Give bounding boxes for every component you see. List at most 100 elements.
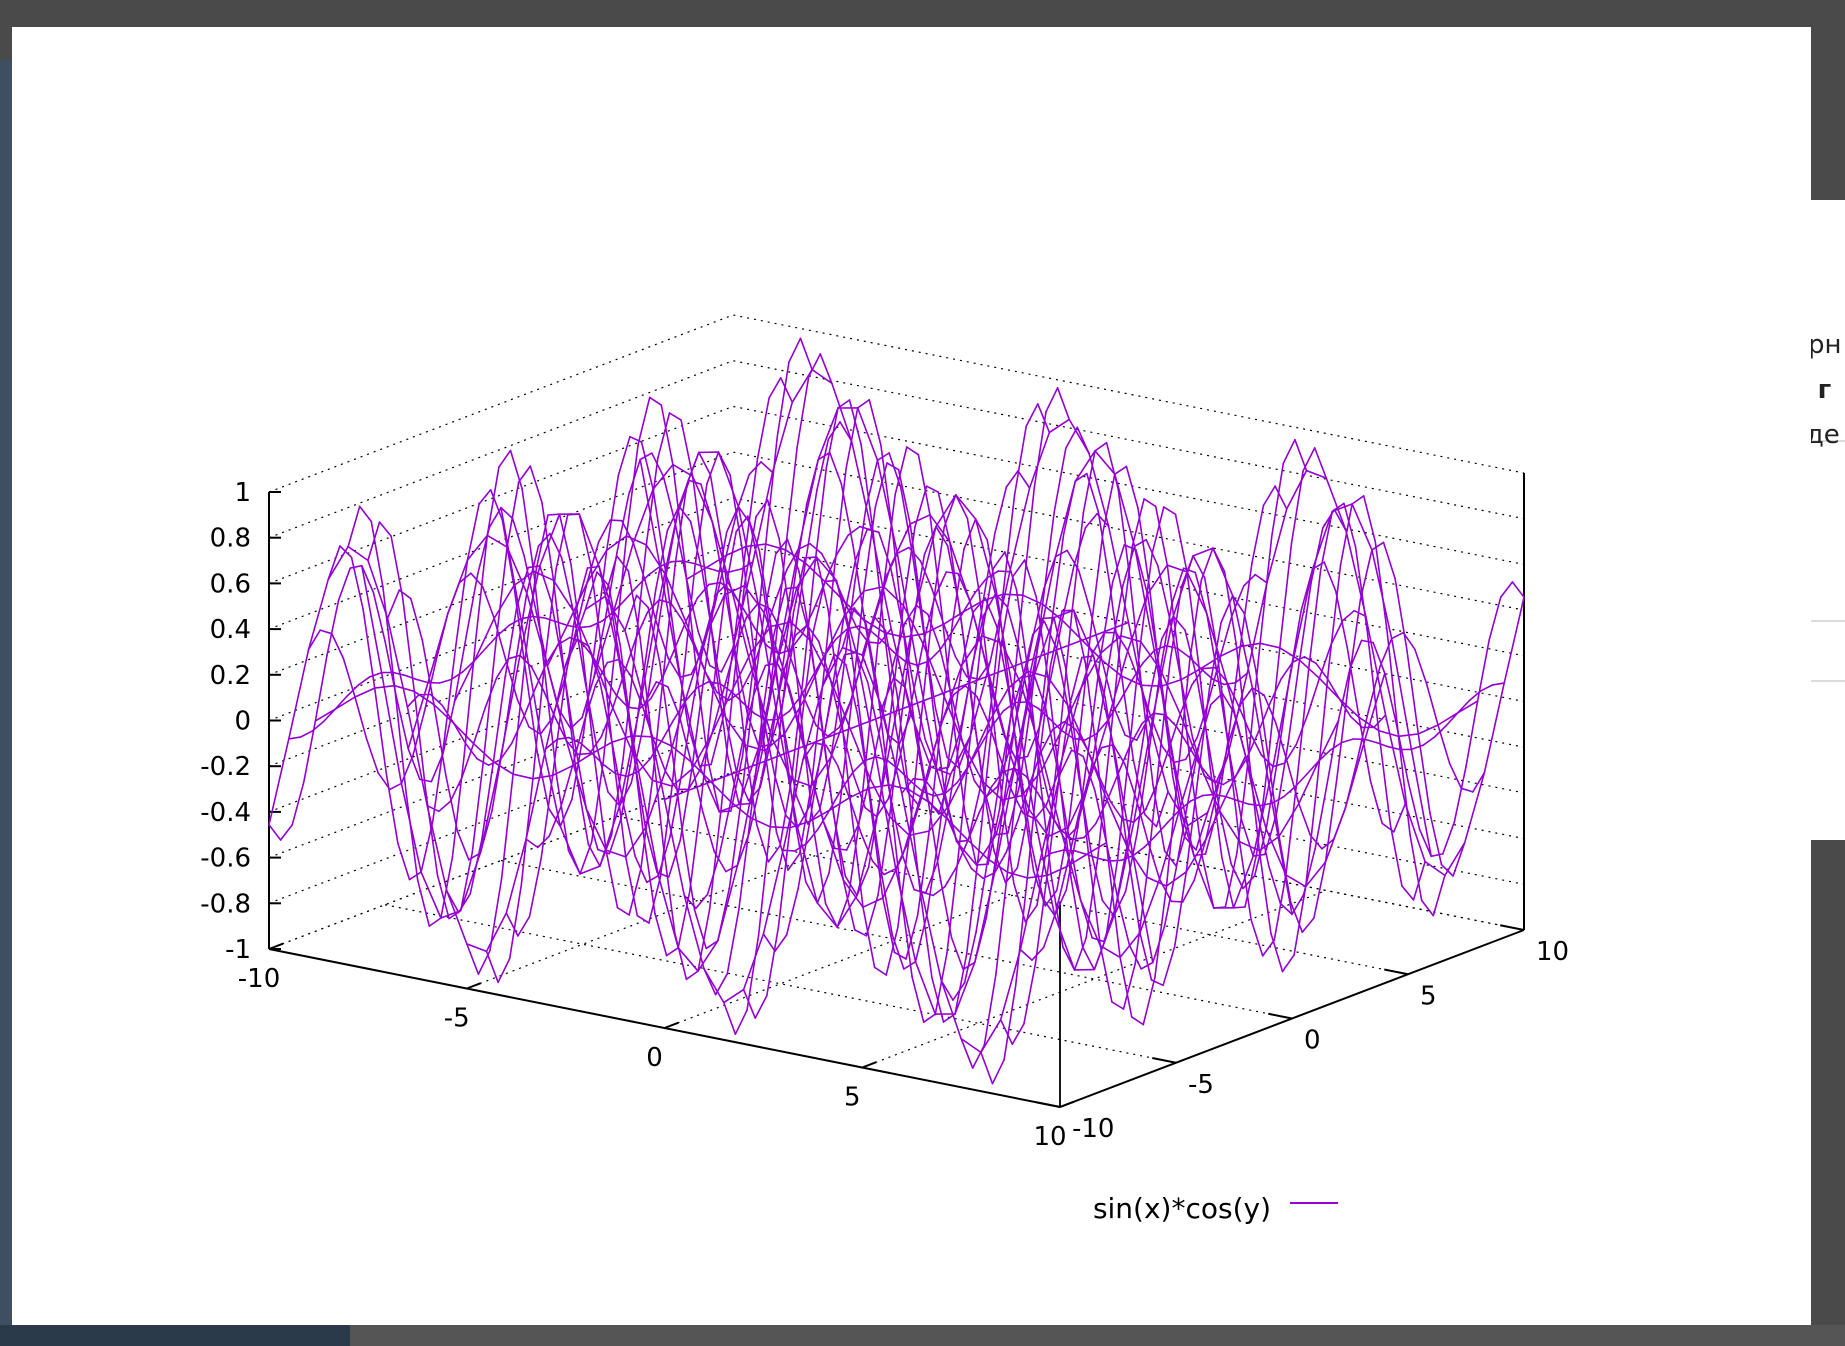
surface-segment (1051, 849, 1065, 854)
surface-segment (1397, 735, 1411, 836)
surface-segment (586, 541, 600, 584)
surface-segment (998, 714, 1012, 782)
surface-segment (1349, 639, 1363, 670)
surface-segment (896, 692, 910, 791)
surface-segment (1437, 724, 1451, 765)
surface-segment (1133, 809, 1147, 824)
surface-segment (700, 483, 714, 524)
surface-segment (1412, 860, 1426, 901)
surface-segment (726, 754, 740, 806)
surface-segment (934, 952, 948, 1015)
surface-segment (871, 860, 885, 876)
surface-segment (925, 485, 940, 493)
surface-segment (839, 421, 853, 443)
surface-segment (1294, 773, 1308, 788)
surface-segment (1021, 769, 1043, 797)
surface-segment (660, 719, 675, 742)
surface-segment (1105, 841, 1119, 901)
surface-segment (1016, 783, 1031, 822)
surface-segment (1228, 703, 1242, 741)
surface-segment (978, 786, 993, 813)
surface-segment (1298, 760, 1320, 805)
surface-segment (832, 653, 846, 691)
surface-segment (428, 917, 442, 927)
surface-segment (710, 690, 733, 736)
surface-segment (755, 499, 769, 518)
surface-segment (630, 734, 645, 835)
surface-segment (1161, 615, 1175, 640)
surface-segment (1382, 541, 1396, 580)
surface-segment (1341, 609, 1355, 622)
surface-segment (1360, 639, 1374, 644)
surface-segment (1090, 849, 1104, 902)
x-tick-label: 10 (1033, 1122, 1066, 1152)
y-tick-mark (1268, 1012, 1293, 1020)
surface-segment (1259, 802, 1273, 807)
x-tick-mark (664, 1021, 679, 1029)
surface-segment (774, 538, 789, 555)
surface-segment (578, 513, 592, 567)
surface-segment (934, 707, 948, 759)
surface-segment (965, 856, 980, 956)
surface-segment (1308, 568, 1322, 667)
surface-segment (505, 912, 519, 937)
surface-segment (1045, 386, 1059, 413)
surface-segment (751, 611, 766, 704)
surface-segment (669, 773, 683, 838)
surface-segment (441, 704, 455, 725)
surface-segment (911, 553, 926, 625)
surface-segment (1126, 845, 1148, 878)
surface-segment (1402, 631, 1416, 651)
surface-segment (830, 675, 844, 758)
surface-segment (1034, 803, 1048, 820)
surface-segment (817, 809, 831, 831)
surface-segment (1424, 860, 1446, 877)
surface-segment (745, 543, 767, 548)
surface-segment (927, 613, 941, 648)
surface-segment (1231, 585, 1245, 617)
surface-segment (793, 842, 808, 852)
surface-segment (465, 943, 480, 975)
surface-segment (1325, 477, 1347, 532)
surface-segment (451, 755, 465, 858)
surface-segment (771, 401, 794, 474)
surface-segment (382, 586, 396, 687)
surface-segment (891, 934, 905, 970)
surface-segment (1256, 811, 1270, 867)
surface-segment (823, 579, 838, 583)
surface-segment (513, 584, 527, 671)
surface-segment (1182, 567, 1196, 574)
surface-segment (995, 758, 1017, 836)
surface-segment (643, 681, 658, 705)
surface-segment (1279, 542, 1293, 649)
surface-segment (744, 744, 766, 752)
surface-segment (797, 820, 811, 890)
surface-segment (879, 702, 893, 799)
surface-segment (1120, 675, 1135, 761)
surface-segment (1384, 672, 1398, 725)
surface-segment (299, 730, 313, 738)
surface-segment (967, 810, 981, 842)
surface-segment (623, 637, 637, 674)
surface-segment (963, 518, 977, 550)
surface-segment (1273, 874, 1287, 941)
surface-segment (373, 687, 388, 775)
surface-segment (1026, 761, 1040, 879)
surface-segment (995, 625, 1010, 690)
surface-segment (393, 684, 416, 693)
surface-segment (1006, 605, 1020, 649)
surface-segment (918, 696, 933, 703)
surface-segment (1079, 898, 1102, 947)
surface-segment (1040, 751, 1062, 831)
surface-segment (547, 807, 562, 828)
surface-segment (701, 810, 716, 853)
surface-segment (974, 518, 997, 595)
surface-segment (787, 685, 802, 729)
surface-segment (1119, 956, 1133, 1018)
surface-segment (936, 804, 950, 864)
surface-segment (927, 800, 950, 821)
surface-segment (500, 506, 522, 620)
surface-segment (706, 758, 721, 813)
surface-segment (607, 584, 622, 647)
surface-segment (875, 755, 897, 870)
